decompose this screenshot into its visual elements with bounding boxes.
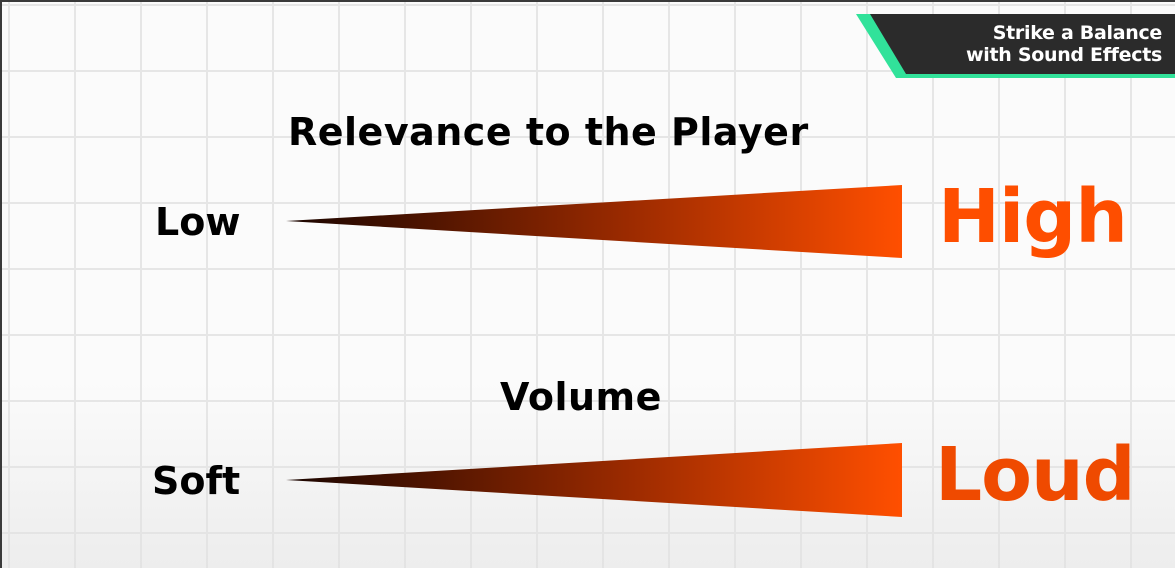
banner-background (870, 14, 1175, 74)
volume-heading: Volume (500, 375, 662, 419)
banner-shape (856, 14, 1175, 78)
relevance-high-label: High (938, 174, 1128, 260)
banner-title: Strike a Balance with Sound Effects (922, 22, 1162, 66)
volume-soft-label: Soft (152, 459, 241, 503)
corner-title-banner: Strike a Balance with Sound Effects (852, 14, 1175, 78)
volume-wedge (286, 443, 902, 517)
relevance-low-label: Low (155, 200, 241, 244)
volume-loud-label: Loud (935, 432, 1136, 518)
banner-title-line-1: Strike a Balance (992, 22, 1163, 44)
banner-title-line-2: with Sound Effects (966, 44, 1162, 66)
relevance-wedge (286, 185, 902, 258)
relevance-heading: Relevance to the Player (288, 110, 809, 154)
